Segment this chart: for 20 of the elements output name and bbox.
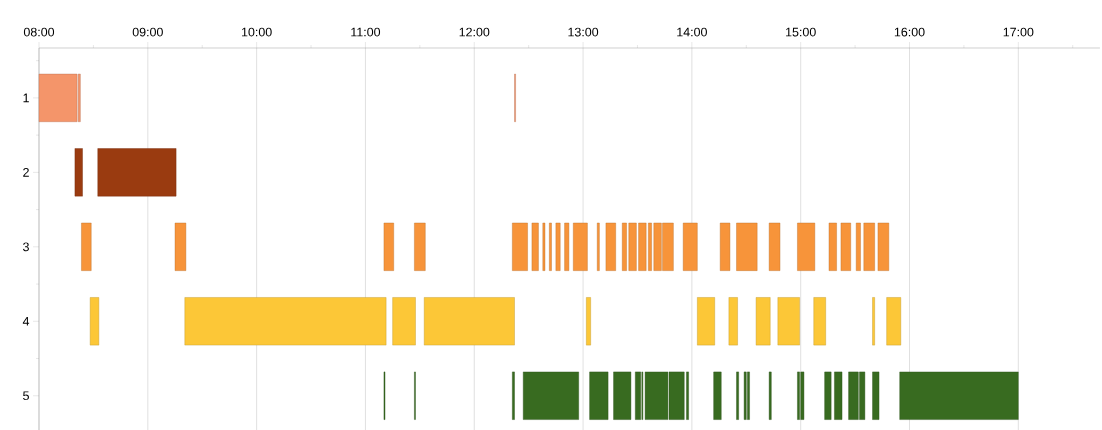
y-tick-label: 3 [23,242,29,252]
x-tick-label: 16:00 [894,27,925,37]
x-tick-label: 17:00 [1003,27,1034,37]
bar [863,222,875,271]
bar [828,222,837,271]
bar [840,222,851,271]
y-tick-label: 4 [22,317,30,326]
x-tick-label: 12:00 [459,27,490,37]
x-tick-label: 15:00 [786,27,816,37]
x-tick-label: 11:00 [351,27,381,37]
x-tick-label: 13:00 [568,27,599,37]
y-tick-label: 1 [23,93,29,103]
bar [855,222,861,271]
x-tick-label: 14:00 [677,27,707,37]
x-tick-label: 09:00 [132,27,163,37]
x-tick-label: 08:00 [23,27,55,37]
x-tick-label: 10:00 [242,27,272,37]
y-tick-label: 2 [23,168,29,177]
bar [877,222,890,271]
y-tick-label: 5 [23,391,29,401]
